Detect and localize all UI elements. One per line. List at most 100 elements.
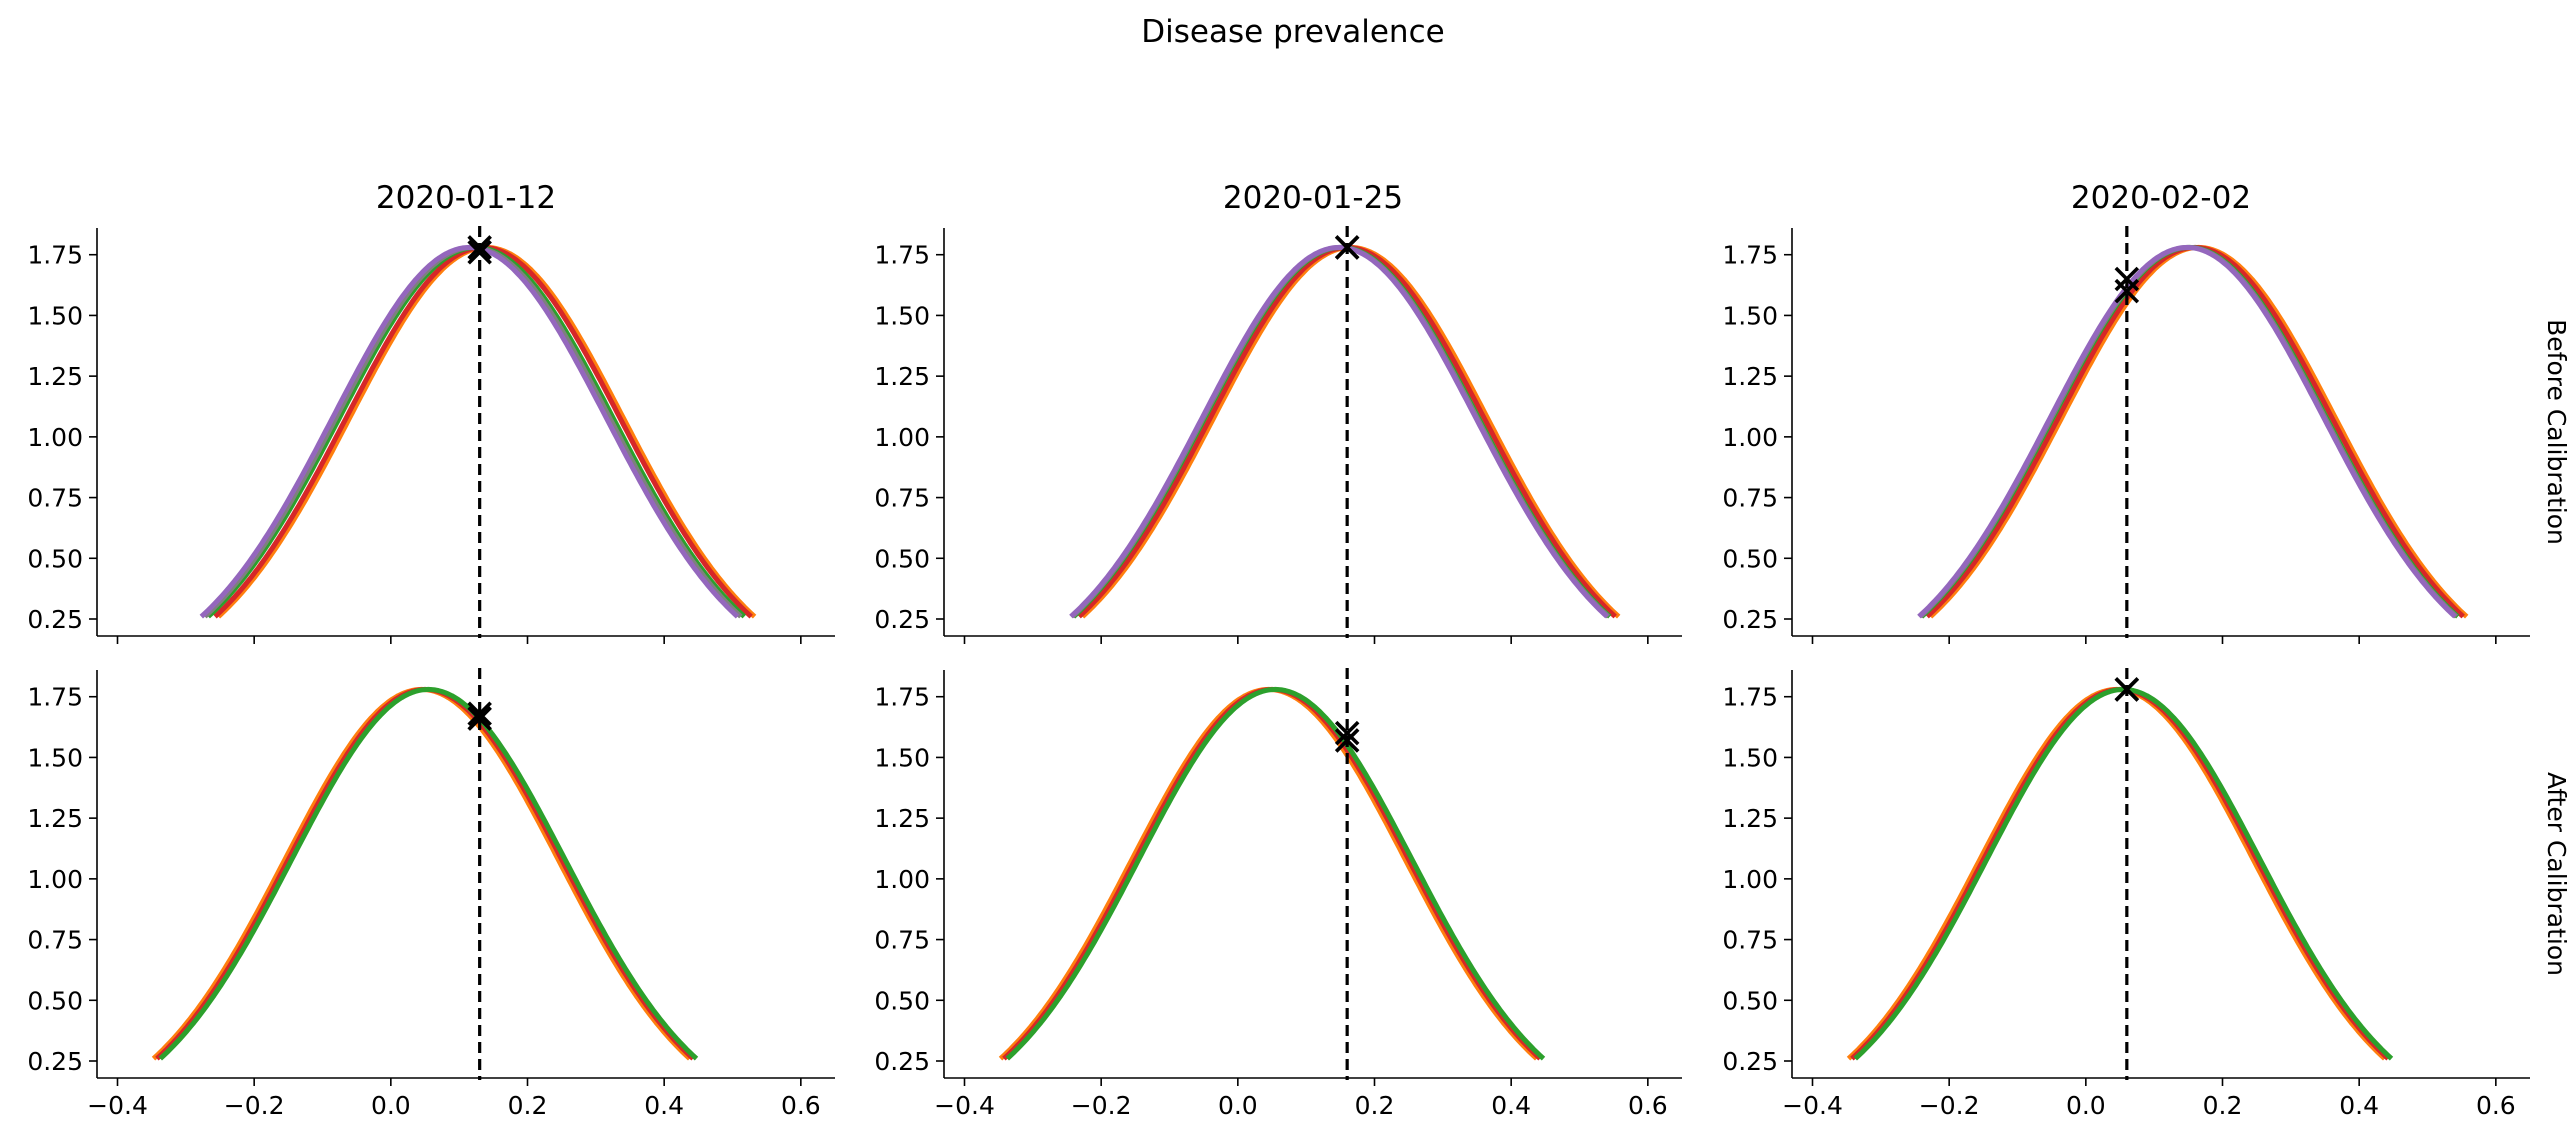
series-line	[158, 686, 699, 1061]
y-tick-label: 1.50	[1722, 301, 1778, 330]
column-title: 2020-02-02	[2071, 180, 2251, 216]
y-tick-label: 0.75	[874, 484, 930, 513]
x-tick-label: −0.4	[87, 1091, 148, 1120]
series-line	[1071, 244, 1612, 619]
curves	[1069, 244, 1621, 619]
x-tick-label: 0.0	[2066, 1091, 2106, 1120]
x-tick-label: 0.2	[2203, 1091, 2243, 1120]
y-tick-label: 0.25	[1722, 1047, 1778, 1076]
y-tick-label: 1.25	[27, 804, 83, 833]
x-tick-label: 0.4	[1491, 1091, 1531, 1120]
y-tick-label: 1.50	[27, 301, 83, 330]
row-label: Before Calibration	[2542, 319, 2571, 545]
y-tick-label: 0.50	[874, 544, 930, 573]
column-title: 2020-01-12	[376, 180, 556, 216]
series-line	[1853, 686, 2394, 1061]
y-tick-label: 0.25	[874, 1047, 930, 1076]
x-marker	[1334, 728, 1360, 753]
curves	[998, 686, 1546, 1061]
x-tick-label: −0.4	[1782, 1091, 1843, 1120]
series-line	[1850, 686, 2390, 1061]
y-tick-label: 1.00	[27, 423, 83, 452]
y-tick-label: 0.75	[1722, 484, 1778, 513]
x-tick-label: −0.2	[1071, 1091, 1132, 1120]
y-tick-label: 1.00	[874, 423, 930, 452]
y-tick-label: 1.75	[874, 241, 930, 270]
row-label: After Calibration	[2542, 772, 2571, 976]
x-tick-label: 0.0	[371, 1091, 411, 1120]
y-tick-label: 0.50	[874, 986, 930, 1015]
y-tick-label: 1.25	[27, 362, 83, 391]
series-line	[1917, 244, 2457, 619]
panel-2: 0.25 0.50 0.75 1.00 1.25 1.50 1.75 2020-02-02 Be…	[1722, 180, 2571, 644]
series-line	[203, 244, 743, 619]
series-line	[1846, 686, 2387, 1061]
x-tick-label: −0.2	[224, 1091, 285, 1120]
series-line	[213, 244, 753, 619]
curves	[199, 244, 757, 619]
panel-5: 0.25 0.50 0.75 1.00 1.25 1.50 1.75 −0.4 −0.2 0.0 0…	[1722, 668, 2571, 1120]
series-line	[199, 244, 740, 619]
y-tick-label: 0.50	[27, 986, 83, 1015]
series-line	[1925, 244, 2465, 619]
series-line	[1002, 686, 1542, 1061]
series-line	[1919, 244, 2460, 619]
y-tick-label: 0.50	[1722, 544, 1778, 573]
figure-title: Disease prevalence	[1141, 14, 1444, 50]
curves	[1846, 686, 2394, 1061]
series-line	[1928, 244, 2469, 619]
x-marker	[2114, 278, 2140, 304]
series-line	[1005, 686, 1546, 1061]
series-line	[1080, 244, 1621, 619]
y-tick-label: 0.75	[27, 926, 83, 955]
y-tick-label: 0.25	[874, 605, 930, 634]
x-tick-label: 0.6	[781, 1091, 821, 1120]
x-tick-label: −0.2	[1919, 1091, 1980, 1120]
x-marker	[467, 706, 492, 731]
y-tick-label: 0.75	[1722, 926, 1778, 955]
curves	[1917, 244, 2469, 619]
y-tick-label: 1.00	[1722, 865, 1778, 894]
y-tick-label: 1.00	[1722, 423, 1778, 452]
x-tick-label: 0.0	[1218, 1091, 1258, 1120]
y-tick-label: 1.75	[874, 683, 930, 712]
curves	[151, 686, 699, 1061]
x-marker	[467, 701, 492, 726]
y-tick-label: 1.75	[1722, 241, 1778, 270]
series-line	[155, 686, 695, 1061]
y-tick-label: 0.25	[1722, 605, 1778, 634]
series-line	[1918, 244, 2459, 619]
series-line	[1070, 244, 1611, 619]
y-tick-label: 1.25	[1722, 804, 1778, 833]
y-tick-label: 1.75	[27, 683, 83, 712]
y-tick-label: 1.00	[874, 865, 930, 894]
series-line	[206, 244, 747, 619]
y-tick-label: 1.75	[1722, 683, 1778, 712]
x-marker	[467, 240, 492, 265]
x-tick-label: −0.4	[934, 1091, 995, 1120]
y-tick-label: 0.25	[27, 1047, 83, 1076]
panel-1: 0.25 0.50 0.75 1.00 1.25 1.50 1.75 2020-01-25	[874, 180, 1682, 644]
x-tick-label: 0.6	[1628, 1091, 1668, 1120]
panels-grid: 0.25 0.50 0.75 1.00 1.25 1.50 1.75 2020-01-12 0.…	[27, 180, 2571, 1120]
x-tick-label: 0.2	[1355, 1091, 1395, 1120]
x-marker	[2114, 677, 2140, 702]
y-tick-label: 1.50	[1722, 743, 1778, 772]
y-tick-label: 1.00	[27, 865, 83, 894]
column-title: 2020-01-25	[1223, 180, 1403, 216]
y-tick-label: 0.75	[27, 484, 83, 513]
series-line	[998, 686, 1539, 1061]
x-tick-label: 0.4	[2339, 1091, 2379, 1120]
series-line	[216, 244, 757, 619]
panel-0: 0.25 0.50 0.75 1.00 1.25 1.50 1.75 2020-01-12	[27, 180, 835, 644]
series-line	[151, 686, 692, 1061]
y-tick-label: 1.75	[27, 241, 83, 270]
x-marker	[1334, 235, 1360, 260]
y-tick-label: 1.50	[27, 743, 83, 772]
series-line	[1069, 244, 1609, 619]
x-marker	[1334, 720, 1360, 746]
x-tick-label: 0.6	[2476, 1091, 2516, 1120]
y-tick-label: 0.75	[874, 926, 930, 955]
y-tick-label: 1.25	[874, 362, 930, 391]
